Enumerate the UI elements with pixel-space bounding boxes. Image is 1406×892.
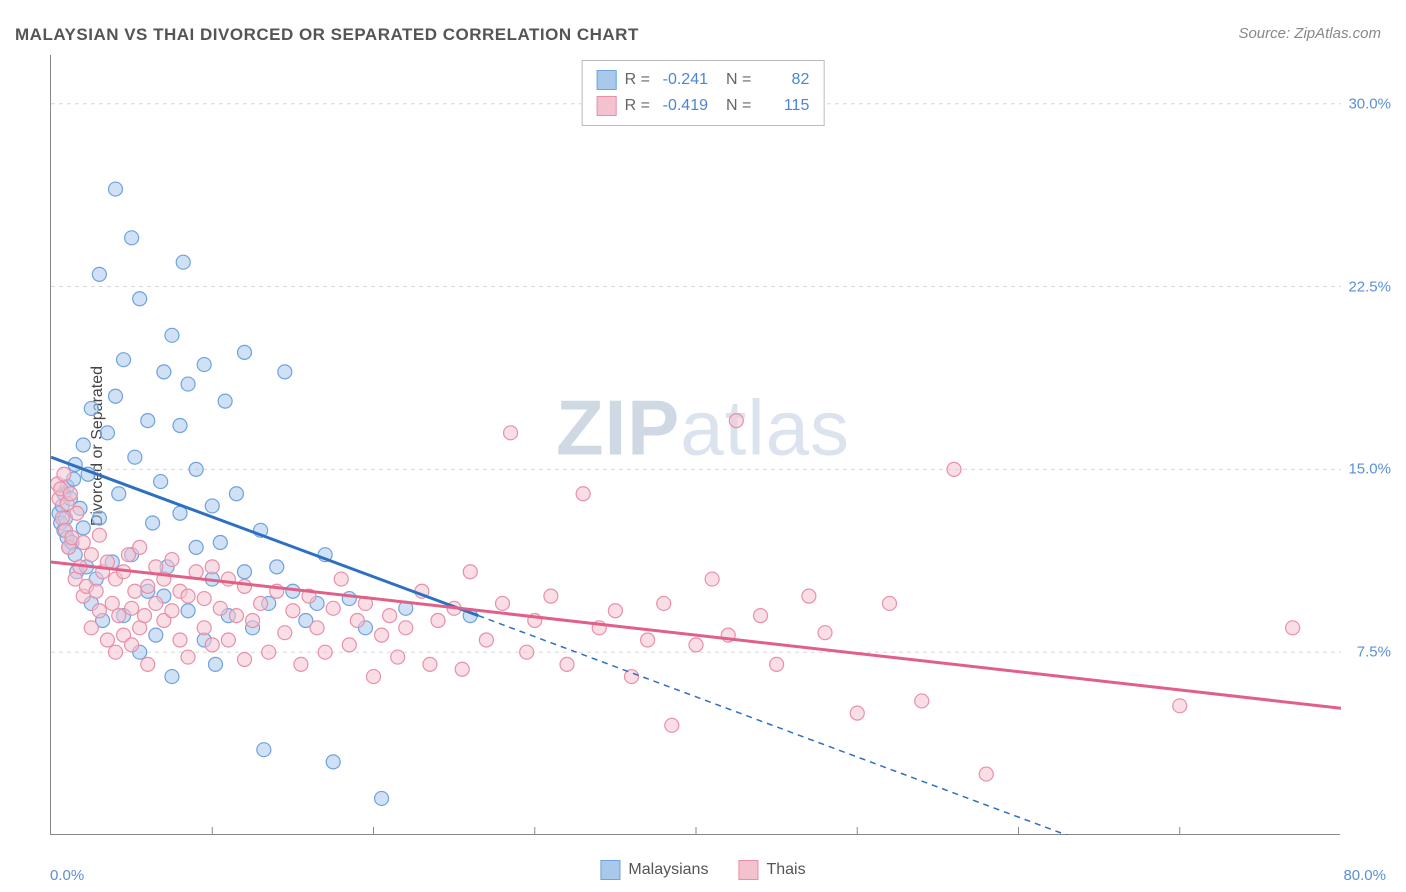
y-tick-label: 30.0% (1348, 95, 1391, 112)
swatch-malaysians (597, 70, 617, 90)
chart-source: Source: ZipAtlas.com (1238, 25, 1381, 42)
correlation-legend: R = -0.241 N = 82 R = -0.419 N = 115 (582, 60, 825, 126)
swatch-thais (597, 96, 617, 116)
series-legend: Malaysians Thais (600, 860, 805, 880)
legend-row-malaysians: R = -0.241 N = 82 (597, 67, 810, 93)
legend-item-thais: Thais (738, 860, 805, 880)
y-tick-label: 7.5% (1357, 644, 1391, 661)
y-tick-label: 22.5% (1348, 278, 1391, 295)
legend-row-thais: R = -0.419 N = 115 (597, 93, 810, 119)
chart-title: MALAYSIAN VS THAI DIVORCED OR SEPARATED … (15, 25, 639, 45)
swatch-thais-icon (738, 860, 758, 880)
chart-container: MALAYSIAN VS THAI DIVORCED OR SEPARATED … (0, 0, 1406, 892)
y-tick-label: 15.0% (1348, 461, 1391, 478)
x-origin-label: 0.0% (50, 867, 84, 884)
x-max-label: 80.0% (1343, 867, 1386, 884)
trend-layer (51, 55, 1341, 835)
swatch-malaysians-icon (600, 860, 620, 880)
legend-item-malaysians: Malaysians (600, 860, 708, 880)
plot-area (50, 55, 1340, 835)
